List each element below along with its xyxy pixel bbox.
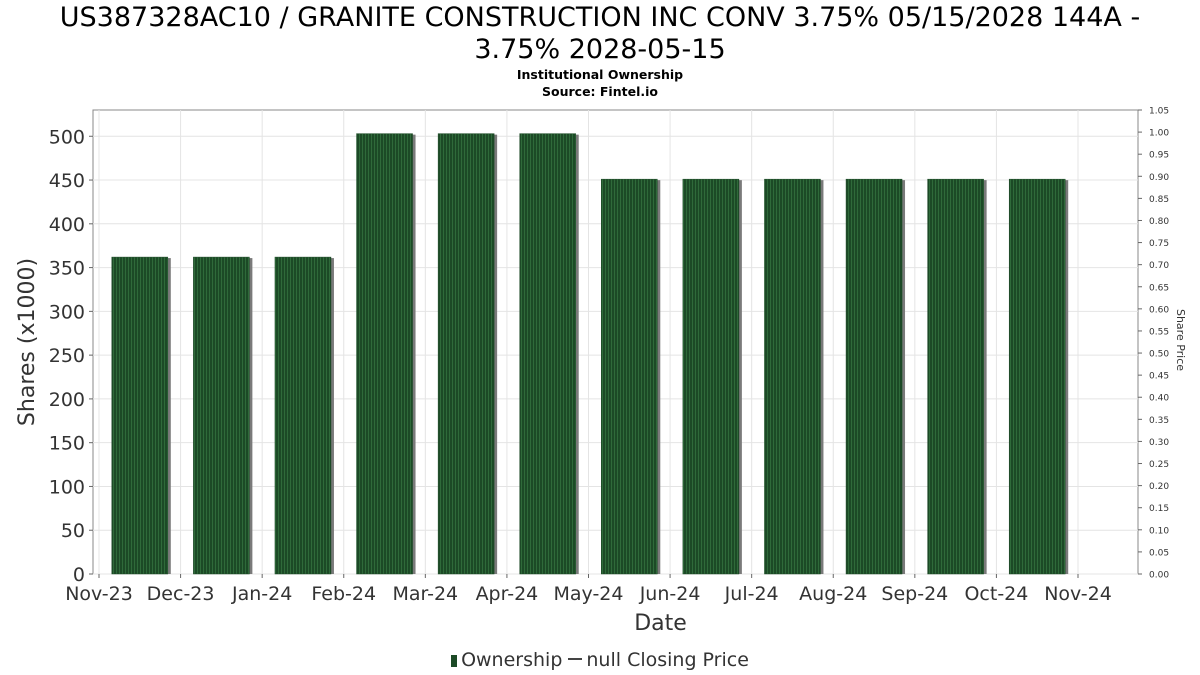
y2-tick-label: 0.30	[1149, 438, 1169, 448]
y2-axis-label: Share Price	[1174, 309, 1187, 371]
x-tick-label: Mar-24	[392, 583, 458, 605]
y2-tick-label: 0.20	[1149, 482, 1169, 492]
y2-tick-label: 0.85	[1149, 195, 1169, 205]
y2-tick-label: 0.05	[1149, 548, 1169, 558]
ownership-bar	[519, 133, 576, 575]
y-tick-label: 0	[73, 564, 85, 586]
y-tick-label: 250	[49, 345, 85, 367]
y2-tick-label: 0.50	[1149, 350, 1169, 360]
x-tick-label: Nov-23	[65, 583, 133, 605]
y2-tick-label: 0.80	[1149, 217, 1169, 227]
ownership-bar	[111, 256, 169, 575]
y2-tick-label: 1.05	[1149, 107, 1169, 117]
chart-subtitle: Institutional Ownership	[516, 67, 684, 82]
y-tick-label: 300	[49, 301, 85, 323]
y-axis-label: Shares (x1000)	[15, 258, 40, 426]
ownership-bar	[193, 256, 250, 575]
y2-tick-label: 0.00	[1149, 571, 1169, 581]
y-tick-label: 200	[49, 389, 85, 411]
x-tick-label: Sep-24	[881, 583, 948, 605]
y2-tick-label: 0.35	[1149, 416, 1169, 426]
price-legend-label: null Closing Price	[586, 649, 749, 671]
x-tick-label: Feb-24	[311, 583, 376, 605]
y2-tick-label: 0.10	[1149, 526, 1169, 536]
x-tick-label: Nov-24	[1044, 583, 1112, 605]
x-tick-label: May-24	[554, 583, 624, 605]
ownership-bar	[1008, 178, 1066, 575]
x-tick-label: Jul-24	[724, 583, 779, 605]
y2-tick-label: 0.55	[1149, 327, 1169, 337]
ownership-bar	[845, 178, 903, 575]
y-tick-label: 150	[49, 433, 85, 455]
ownership-bar	[601, 178, 658, 575]
chart-title-line-2: 3.75% 2028-05-15	[474, 34, 726, 65]
ownership-bar	[437, 133, 495, 575]
y-tick-label: 350	[49, 258, 85, 280]
ownership-bar	[274, 256, 332, 575]
x-tick-label: Apr-24	[476, 583, 539, 605]
x-tick-label: Oct-24	[964, 583, 1028, 605]
ownership-legend-swatch	[451, 655, 458, 667]
y2-tick-label: 0.95	[1149, 151, 1169, 161]
y-tick-label: 450	[49, 170, 85, 192]
y2-tick-label: 0.40	[1149, 394, 1169, 404]
ownership-bar	[764, 178, 821, 575]
ownership-bar	[927, 178, 984, 575]
y2-tick-label: 0.15	[1149, 504, 1169, 514]
price-legend-line	[568, 658, 583, 660]
y2-tick-label: 0.70	[1149, 261, 1169, 271]
y-tick-label: 400	[49, 214, 85, 236]
x-axis-label: Date	[634, 611, 687, 636]
y-tick-label: 500	[49, 126, 85, 148]
x-tick-label: Jan-24	[231, 583, 292, 605]
y2-tick-label: 0.65	[1149, 283, 1169, 293]
ownership-bar	[682, 178, 740, 575]
y2-tick-label: 0.25	[1149, 460, 1169, 470]
y-tick-label: 100	[49, 476, 85, 498]
y2-tick-label: 1.00	[1149, 129, 1169, 139]
y2-tick-label: 0.45	[1149, 372, 1169, 382]
ownership-legend-label: Ownership	[461, 649, 563, 671]
chart-title-line-1: US387328AC10 / GRANITE CONSTRUCTION INC …	[59, 2, 1141, 33]
chart-source: Source: Fintel.io	[542, 84, 658, 99]
x-tick-label: Aug-24	[799, 583, 867, 605]
y2-tick-label: 0.60	[1149, 305, 1169, 315]
chart-legend: Ownership null Closing Price	[0, 648, 1200, 672]
x-tick-label: Jun-24	[639, 583, 701, 605]
x-tick-label: Dec-23	[147, 583, 215, 605]
y2-tick-label: 0.75	[1149, 239, 1169, 249]
y2-tick-label: 0.90	[1149, 173, 1169, 183]
y-tick-label: 50	[61, 520, 85, 542]
ownership-bar	[356, 133, 413, 575]
